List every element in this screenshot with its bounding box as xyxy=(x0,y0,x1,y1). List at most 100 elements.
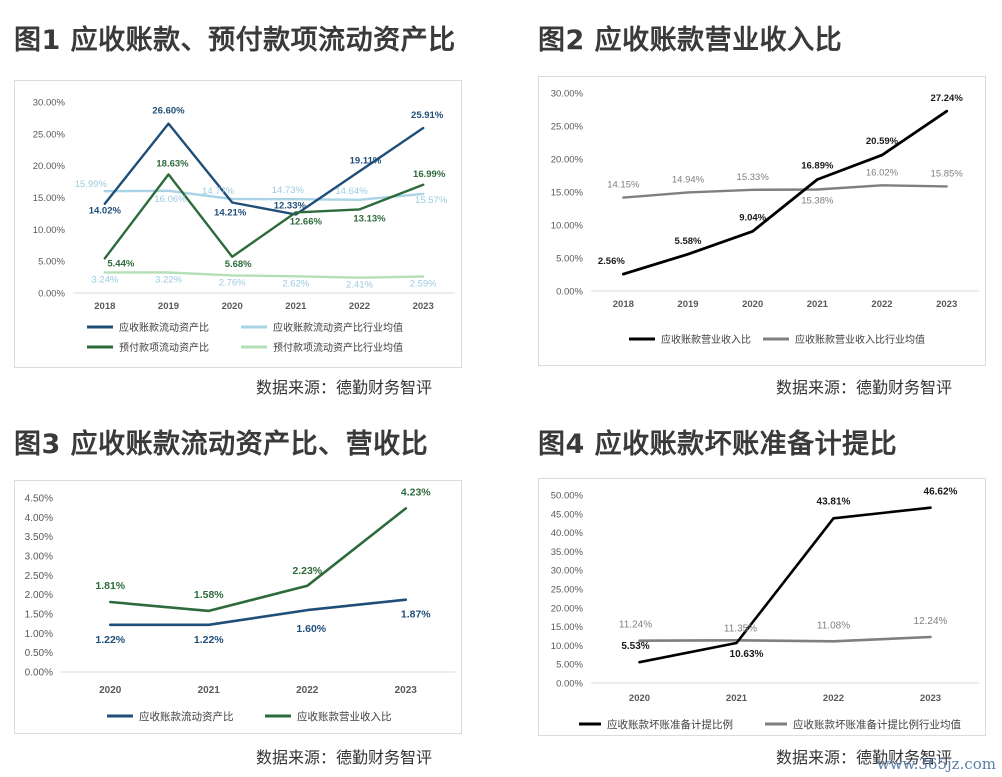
data-label: 11.35% xyxy=(724,623,757,634)
data-label: 14.15% xyxy=(607,180,640,191)
figure4-title: 图4 应收账款坏账准备计提比 xyxy=(538,429,898,460)
x-tick-label: 2023 xyxy=(936,299,957,310)
x-tick-label: 2023 xyxy=(413,301,434,312)
data-label: 12.33% xyxy=(274,200,307,211)
y-tick-label: 4.50% xyxy=(25,494,53,505)
x-tick-label: 2022 xyxy=(349,301,370,312)
data-label: 2.56% xyxy=(598,256,625,267)
legend-label: 应收账款营业收入比行业均值 xyxy=(795,333,925,346)
watermark-text: www.365jz.com xyxy=(876,755,996,773)
x-tick-label: 2021 xyxy=(726,693,748,704)
x-tick-label: 2019 xyxy=(677,299,698,310)
data-label: 46.62% xyxy=(924,487,958,498)
x-tick-label: 2022 xyxy=(296,685,319,696)
legend-label: 应收账款流动资产比行业均值 xyxy=(273,321,403,334)
series-line-2 xyxy=(109,507,408,613)
data-label: 5.53% xyxy=(621,641,649,652)
data-label: 11.08% xyxy=(817,620,850,631)
data-label: 1.81% xyxy=(95,580,125,592)
data-label: 43.81% xyxy=(817,496,851,507)
y-tick-label: 40.00% xyxy=(551,528,584,539)
data-label: 15.38% xyxy=(801,195,834,206)
y-tick-label: 15.00% xyxy=(33,193,66,204)
y-tick-label: 3.50% xyxy=(25,532,53,543)
chart2-panel: 0.00% 5.00% 10.00% 15.00% 20.00% 25.00% 30.00%… xyxy=(538,76,986,366)
y-tick-label: 15.00% xyxy=(551,188,584,199)
data-label: 2.76% xyxy=(219,277,246,288)
data-label: 16.89% xyxy=(801,161,834,172)
y-tick-label: 0.00% xyxy=(38,289,65,300)
x-tick-label: 2022 xyxy=(823,693,844,704)
x-tick-label: 2021 xyxy=(198,685,221,696)
data-label: 14.77% xyxy=(202,186,235,197)
data-label: 14.64% xyxy=(335,186,368,197)
y-tick-label: 35.00% xyxy=(551,547,584,558)
data-label: 15.99% xyxy=(75,179,108,190)
chart3-svg: 0.00% 0.50% 1.00% 1.50% 2.00% 2.50% 3.00% 3.50%… xyxy=(25,486,455,723)
y-tick-label: 15.00% xyxy=(551,622,584,633)
series-line-1 xyxy=(103,122,425,216)
x-tick-label: 2020 xyxy=(99,685,122,696)
figure2-title: 图2 应收账款营业收入比 xyxy=(538,25,843,56)
figure4-source: 数据来源：德勤财务智评 xyxy=(776,748,953,767)
x-tick-label: 2020 xyxy=(629,693,650,704)
data-label: 27.24% xyxy=(931,93,964,104)
data-label: 14.02% xyxy=(89,206,122,217)
legend-label: 应收账款流动资产比 xyxy=(119,321,209,334)
y-tick-label: 0.00% xyxy=(556,287,583,298)
data-label: 12.24% xyxy=(914,616,948,627)
data-label: 1.87% xyxy=(401,609,431,621)
y-tick-label: 5.00% xyxy=(38,257,65,268)
data-label: 5.44% xyxy=(107,258,134,269)
data-label: 14.73% xyxy=(272,185,305,196)
y-tick-label: 5.00% xyxy=(556,660,583,671)
legend-label: 预付款项流动资产比行业均值 xyxy=(273,341,403,354)
series-line-1 xyxy=(621,109,949,276)
data-label: 25.91% xyxy=(411,110,444,121)
series-line-4 xyxy=(103,271,425,279)
data-label: 15.57% xyxy=(415,195,448,206)
data-label: 19.11% xyxy=(350,155,382,166)
y-tick-label: 30.00% xyxy=(551,89,584,100)
y-tick-label: 50.00% xyxy=(551,491,584,502)
data-label: 5.58% xyxy=(675,236,702,247)
figure2-source: 数据来源：德勤财务智评 xyxy=(776,378,953,397)
data-label: 2.41% xyxy=(346,280,373,291)
y-tick-label: 45.00% xyxy=(551,509,584,520)
data-label: 18.63% xyxy=(156,158,189,169)
data-label: 3.24% xyxy=(91,274,118,285)
data-label: 16.99% xyxy=(413,169,446,180)
data-label: 15.33% xyxy=(737,172,770,183)
y-tick-label: 30.00% xyxy=(551,566,584,577)
data-label: 2.59% xyxy=(410,279,437,290)
data-label: 4.23% xyxy=(401,486,431,498)
series-line-3 xyxy=(103,173,425,260)
x-tick-label: 2020 xyxy=(222,301,243,312)
series-line-1 xyxy=(638,506,932,664)
y-tick-label: 20.00% xyxy=(551,603,584,614)
legend-label: 应收账款坏账准备计提比例行业均值 xyxy=(793,718,961,731)
y-tick-label: 10.00% xyxy=(33,225,66,236)
series-line-2 xyxy=(622,184,948,199)
y-tick-label: 1.50% xyxy=(25,610,53,621)
series-line-1 xyxy=(109,598,408,627)
y-tick-label: 25.00% xyxy=(33,129,66,140)
y-tick-label: 20.00% xyxy=(33,161,66,172)
series-line-2 xyxy=(638,635,932,643)
y-tick-label: 0.00% xyxy=(556,679,583,690)
y-tick-label: 3.00% xyxy=(25,552,53,563)
data-label: 1.22% xyxy=(95,634,125,646)
chart1-svg: 0.00% 5.00% 10.00% 15.00% 20.00% 25.00% 30.00%… xyxy=(33,98,455,354)
y-tick-label: 5.00% xyxy=(556,254,583,265)
data-label: 20.59% xyxy=(866,136,899,147)
x-tick-label: 2018 xyxy=(94,301,115,312)
legend-label: 预付款项流动资产比 xyxy=(119,341,209,354)
y-tick-label: 2.50% xyxy=(25,571,53,582)
data-label: 13.13% xyxy=(353,213,386,224)
data-label: 2.23% xyxy=(292,565,322,577)
figure1-source: 数据来源：德勤财务智评 xyxy=(256,378,433,397)
data-label: 1.22% xyxy=(194,634,224,646)
y-tick-label: 4.00% xyxy=(25,513,53,524)
chart4-panel: 0.00% 5.00% 10.00% 15.00% 20.00% 25.00% 30.00%… xyxy=(538,478,986,736)
data-label: 1.60% xyxy=(296,623,326,635)
